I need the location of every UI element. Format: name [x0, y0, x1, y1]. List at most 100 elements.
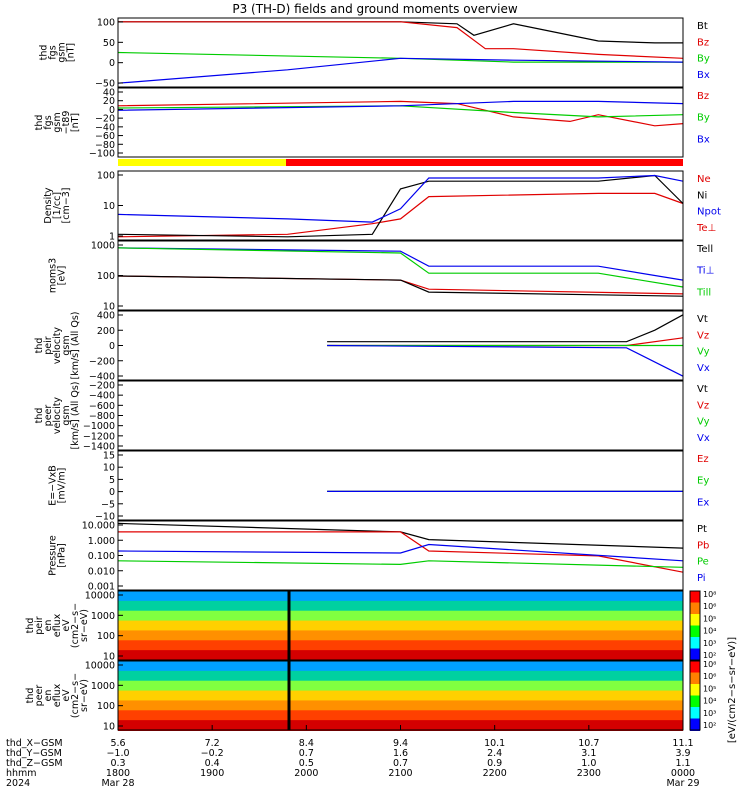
- x-axis-row-label: 2024: [6, 778, 30, 789]
- series-line-bz: [118, 21, 684, 59]
- y-axis-label: [cm−3]: [61, 188, 72, 224]
- panel-frame-peer_vel: [117, 380, 684, 451]
- colorbar-tick: 10⁵: [703, 614, 716, 623]
- x-tick-label: 0.4: [205, 758, 220, 769]
- y-tick-label: 10000: [85, 591, 115, 602]
- series-line-te: [117, 275, 684, 295]
- x-tick-label: 0.7: [393, 758, 408, 769]
- y-axis-label: gsm: [61, 405, 72, 425]
- x-tick-label: 9.4: [393, 738, 408, 749]
- colorbar-tick: 10³: [703, 639, 716, 648]
- y-axis-label: Density: [43, 187, 54, 223]
- x-tick-label: Mar 29: [666, 778, 699, 789]
- y-axis-label: sr−eV): [79, 609, 90, 642]
- y-tick-label: 0: [109, 58, 115, 69]
- y-tick-label: −20: [95, 114, 115, 125]
- y-tick-label: −80: [95, 140, 115, 151]
- colorbar-tick: 10⁴: [703, 697, 716, 706]
- x-tick-label: 0.3: [110, 758, 125, 769]
- legend-entry: Bz: [697, 37, 709, 48]
- x-tick-label: 2300: [577, 768, 601, 779]
- x-tick-label: 8.4: [299, 738, 314, 749]
- spectrogram-band: [118, 620, 683, 632]
- spectrogram-band: [118, 630, 683, 642]
- x-tick-label: 10.7: [578, 738, 599, 749]
- y-axis-label: velocity: [52, 327, 63, 365]
- y-tick-label: 1000: [91, 611, 115, 622]
- legend-entry: Pe: [697, 557, 709, 568]
- y-tick-label: 0.100: [88, 551, 115, 562]
- colorbar-segment: [690, 625, 700, 638]
- y-axis-label: eflux: [52, 613, 63, 637]
- y-tick-label: 200: [97, 326, 115, 337]
- panel-frame-peir_spec: [117, 590, 684, 661]
- legend-entry: Vt: [697, 384, 708, 395]
- y-tick-label: 10.000: [82, 521, 115, 532]
- spectrogram-band: [118, 680, 683, 692]
- series-line-npot: [117, 174, 684, 223]
- spectrogram-band: [118, 610, 683, 622]
- series-line-vt: [327, 314, 684, 343]
- series-line-pt: [117, 522, 684, 549]
- x-tick-label: 1.0: [581, 758, 596, 769]
- colorbar-tick: 10⁸: [703, 590, 716, 599]
- y-tick-label: 20: [103, 96, 115, 107]
- x-tick-label: 2000: [294, 768, 318, 779]
- y-tick-label: 50: [103, 38, 115, 49]
- y-axis-label: peir: [34, 616, 45, 635]
- y-axis-label: (cm2−s−: [70, 603, 81, 648]
- colorbar-segment: [690, 672, 700, 685]
- x-tick-label: 0000: [671, 768, 695, 779]
- y-tick-label: 10: [103, 463, 115, 474]
- y-tick-label: −200: [89, 381, 115, 392]
- status-bar-yellow: [118, 159, 286, 166]
- series-line-ne: [117, 192, 684, 238]
- series-line-bt: [118, 21, 683, 44]
- legend-entry: Bx: [697, 70, 710, 81]
- spectrogram-band: [118, 591, 683, 602]
- y-tick-label: −600: [89, 401, 115, 412]
- legend-entry: Ex: [697, 497, 709, 508]
- y-tick-label: 0: [109, 105, 115, 116]
- y-tick-label: 1.000: [88, 536, 115, 547]
- y-axis-label: en: [43, 620, 54, 632]
- colorbar-label: [eV/(cm2−s−sr−eV)]: [727, 637, 738, 743]
- x-tick-label: 0.7: [299, 748, 314, 759]
- x-tick-label: 0.5: [299, 758, 314, 769]
- y-tick-label: 0: [109, 487, 115, 498]
- x-tick-label: 7.2: [205, 738, 220, 749]
- x-tick-label: 2200: [483, 768, 507, 779]
- series-line-by: [117, 105, 684, 118]
- y-axis-label: [nPa]: [57, 543, 68, 568]
- x-axis-row-label: hhmm: [6, 768, 37, 779]
- legend-entry: Te⊥: [696, 223, 716, 234]
- x-tick-label: 10.1: [484, 738, 505, 749]
- y-axis-label: fgs: [48, 45, 59, 59]
- colorbar-segment: [690, 648, 700, 661]
- y-tick-label: 0: [109, 341, 115, 352]
- colorbar-segment: [690, 614, 700, 627]
- y-axis-label: gsm: [57, 42, 68, 62]
- y-tick-label: 5: [109, 475, 115, 486]
- legend-entry: Bt: [697, 21, 708, 32]
- legend-entry: Vx: [697, 433, 710, 444]
- y-tick-label: 100: [97, 271, 115, 282]
- spectrogram-band: [118, 661, 683, 672]
- series-line-bz: [117, 100, 684, 127]
- series-line-bx: [117, 100, 684, 111]
- series-line-ti: [117, 247, 684, 281]
- legend-entry: By: [697, 113, 710, 124]
- legend-entry: Pi: [697, 573, 706, 584]
- x-axis-row-label: thd_Z−GSM: [6, 758, 63, 769]
- legend-entry: Pt: [697, 524, 707, 535]
- x-tick-label: 1800: [106, 768, 130, 779]
- spectrogram-band: [118, 710, 683, 722]
- x-axis-row-label: thd_X−GSM: [6, 738, 63, 749]
- y-tick-label: 0.010: [88, 566, 115, 577]
- legend-entry: Tell: [696, 244, 713, 255]
- legend-entry: Vy: [697, 347, 710, 358]
- y-tick-label: −800: [89, 411, 115, 422]
- y-axis-label: E=−VxB: [48, 465, 59, 506]
- spectrogram-band: [118, 600, 683, 612]
- colorbar-tick: 10⁶: [703, 672, 716, 681]
